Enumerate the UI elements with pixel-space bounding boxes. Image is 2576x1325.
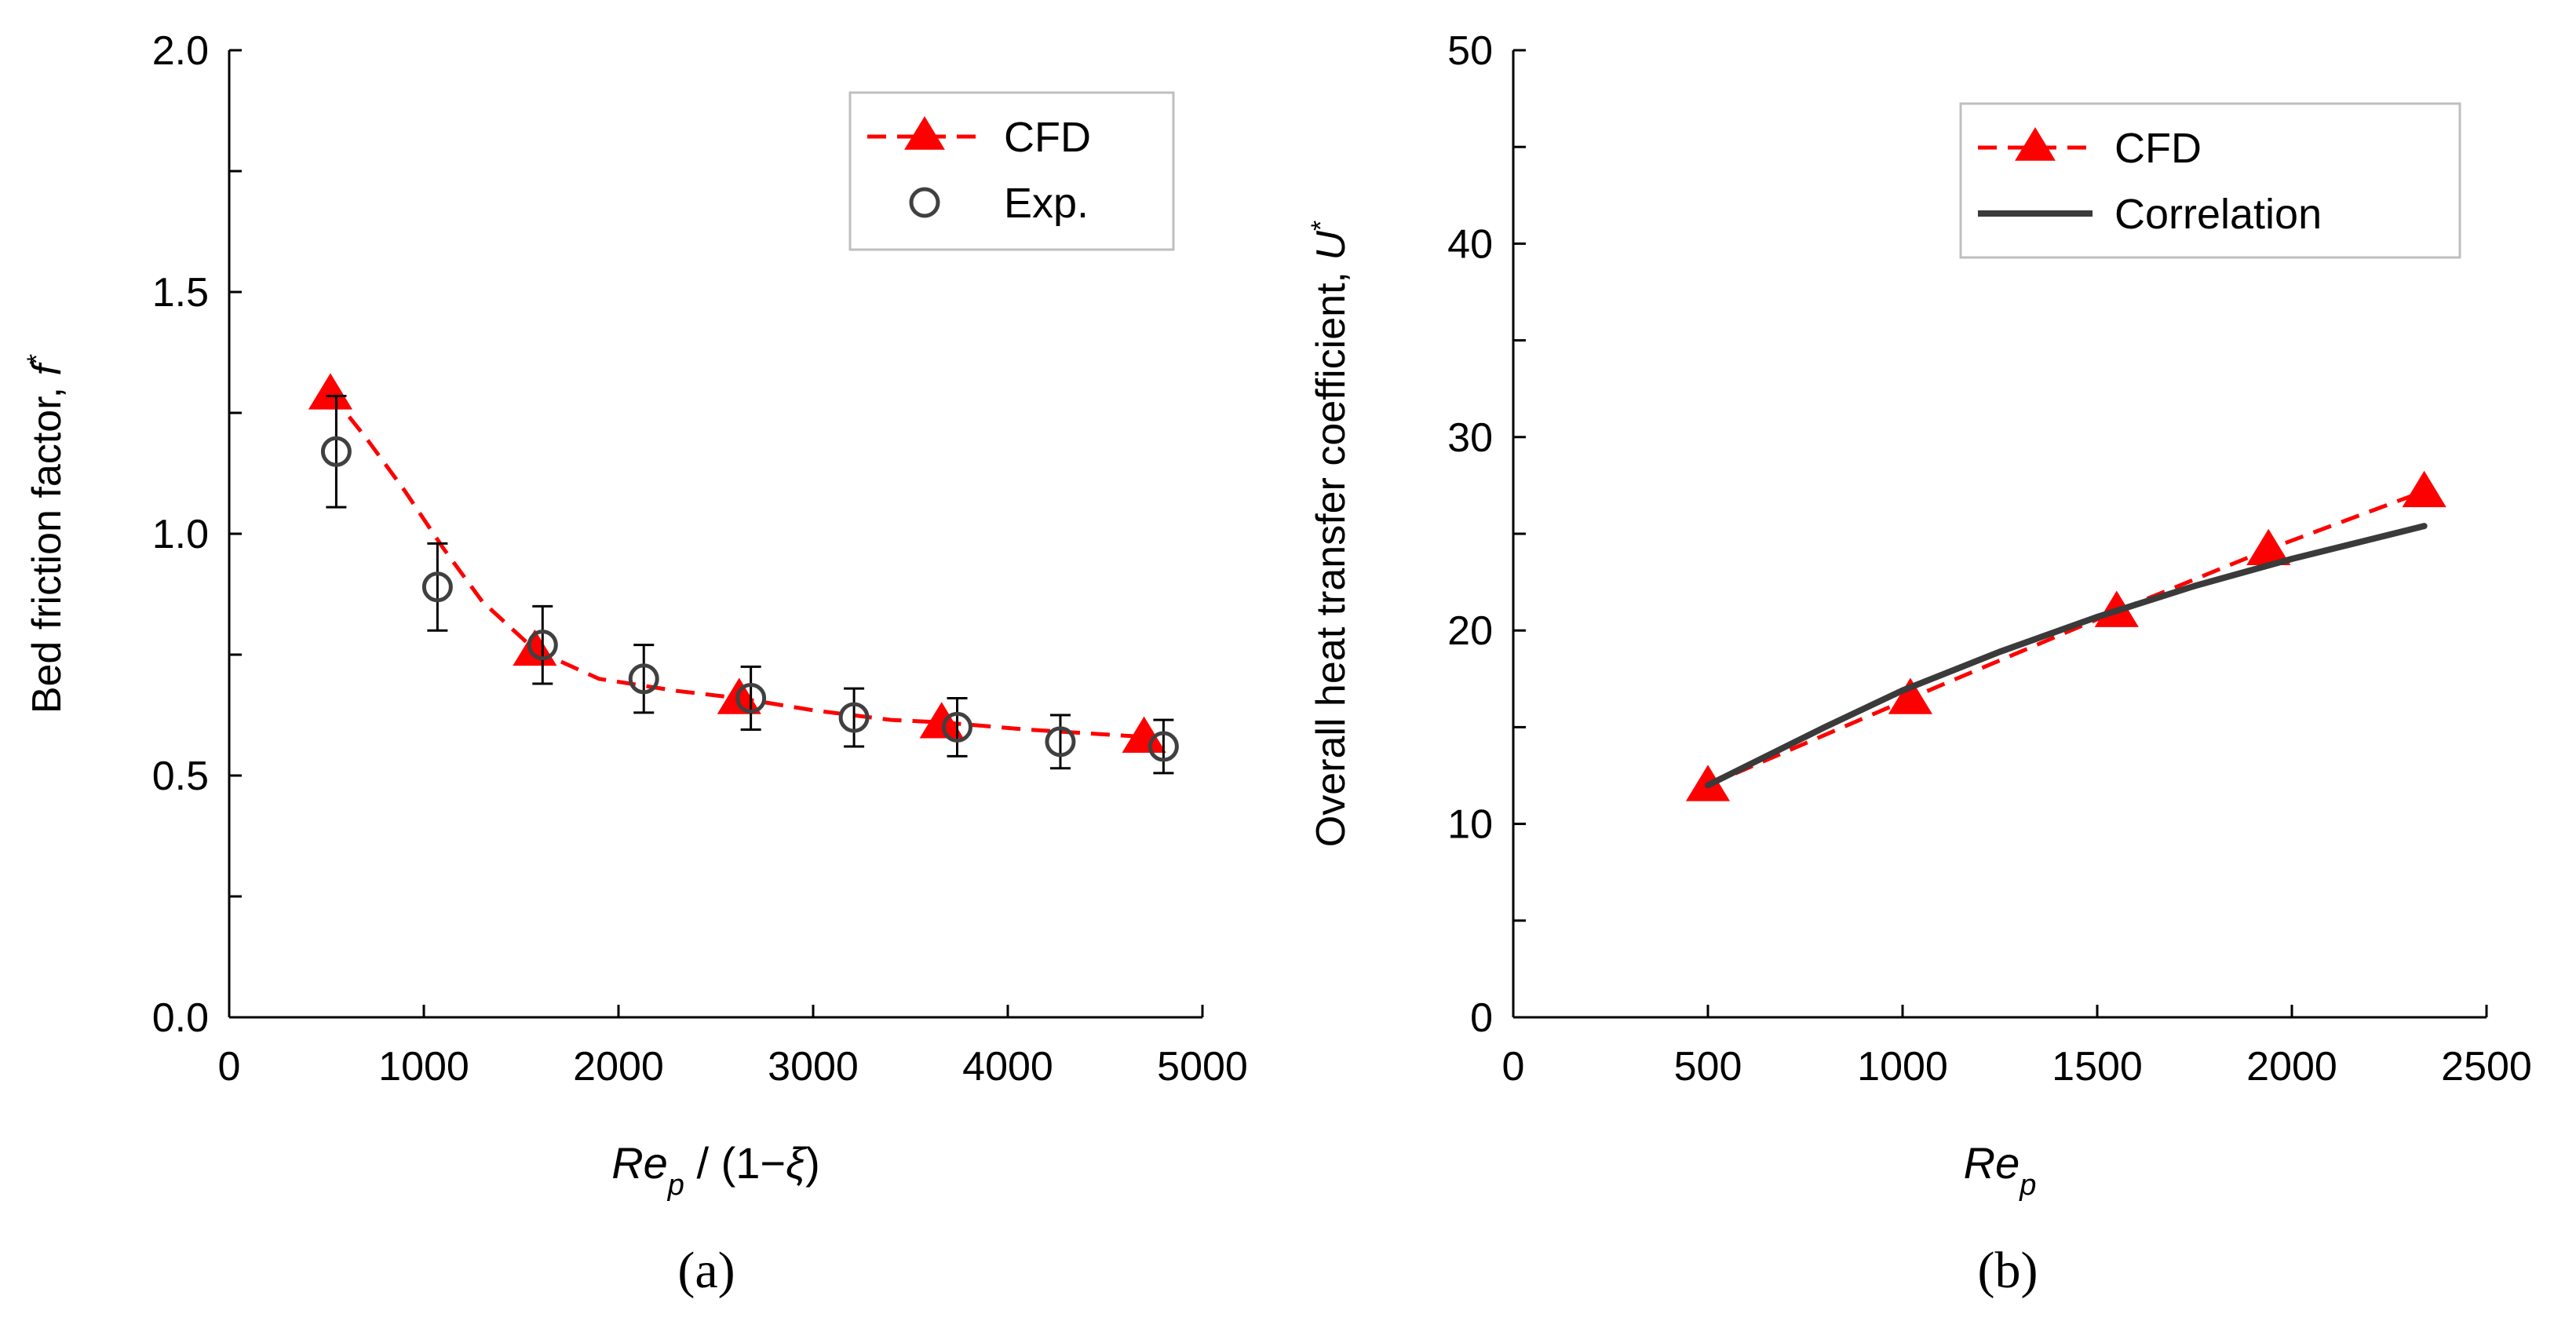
x-tick-label: 4000: [962, 1044, 1053, 1090]
cfd-triangle-marker: [919, 702, 964, 739]
cfd-triangle-marker: [308, 373, 353, 410]
cfd-dashed-line: [329, 392, 1144, 739]
y-tick-label: 10: [1447, 802, 1493, 848]
y-tick-label: 0.5: [152, 754, 209, 799]
x-axis-title: Rep: [1964, 1138, 2037, 1202]
legend-cfd-marker: [2015, 127, 2056, 161]
chart-panel-a: 0.0 0.5 1.0 1.5 2.0 0 1000 2000 3000 4000 5000 Bed …: [22, 28, 1248, 1299]
y-tick-label: 50: [1447, 28, 1493, 74]
correlation-line: [1705, 523, 2428, 789]
y-tick-label: 2.0: [152, 28, 209, 74]
y-tick-label: 30: [1447, 415, 1493, 461]
y-tick-label: 1.0: [152, 512, 209, 557]
y-axis-title: Bed friction factor, f*: [22, 354, 70, 714]
x-axis-greek: ξ: [786, 1138, 808, 1188]
x-tick-label: 2000: [2246, 1044, 2337, 1090]
exp-circle-marker: [838, 702, 870, 733]
exp-circle-marker: [320, 436, 352, 467]
legend-label: Exp.: [1004, 180, 1089, 227]
y-tick-label: 40: [1447, 221, 1493, 267]
legend-label: CFD: [1004, 114, 1091, 161]
x-tick-label: 1000: [378, 1044, 469, 1090]
legend-box: [848, 91, 1175, 251]
x-tick-label: 5000: [1157, 1044, 1248, 1090]
legend-label: Correlation: [2114, 191, 2322, 238]
x-tick-label: 1500: [2052, 1044, 2143, 1090]
exp-circle-marker: [527, 630, 558, 661]
x-axis-title-close: ): [805, 1138, 820, 1188]
legend-exp-marker: [909, 187, 940, 218]
exp-circle-marker: [421, 571, 453, 603]
y-axis-title-text: Bed friction factor,: [24, 376, 70, 714]
x-tick-label: 1000: [1857, 1044, 1948, 1090]
y-tick-label: 0.0: [152, 995, 209, 1041]
exp-circle-marker: [1148, 731, 1179, 762]
legend-cfd-marker: [904, 116, 945, 150]
panel-label: (b): [1978, 1242, 2038, 1299]
cfd-triangle-marker: [2246, 528, 2291, 565]
cfd-triangle-marker: [1888, 677, 1932, 714]
y-axis-superscript: *: [1306, 221, 1336, 231]
cfd-triangle-marker: [2402, 470, 2446, 508]
y-axis-variable: f: [24, 361, 70, 376]
legend-label: CFD: [2114, 125, 2202, 172]
x-tick-label: 0: [1502, 1044, 1525, 1090]
x-tick-label: 3000: [768, 1044, 859, 1090]
x-axis-variable: Re: [1964, 1138, 2020, 1188]
x-tick-label: 500: [1674, 1044, 1742, 1090]
exp-circle-marker: [1045, 726, 1076, 757]
y-axis-title-text: Overall heat transfer coefficient,: [1308, 261, 1354, 848]
y-axis-superscript: *: [22, 354, 52, 364]
x-axis-variable: Re: [611, 1138, 668, 1188]
cfd-dashed-line: [1707, 489, 2425, 787]
exp-circle-marker: [942, 711, 973, 743]
y-tick-label: 1.5: [152, 270, 209, 316]
exp-circle-marker: [628, 663, 659, 695]
y-axis-title: Overall heat transfer coefficient, U*: [1306, 221, 1354, 847]
y-tick-label: 0: [1470, 995, 1493, 1041]
x-tick-label: 2500: [2441, 1044, 2532, 1090]
x-axis-title-text: / (1−: [684, 1138, 786, 1188]
x-axis-title: Rep / (1−ξ): [611, 1138, 820, 1202]
panel-label: (a): [677, 1242, 735, 1299]
cfd-triangle-marker: [1122, 716, 1166, 753]
x-tick-label: 0: [218, 1044, 241, 1090]
x-axis-subscript: p: [2019, 1169, 2036, 1202]
x-tick-label: 2000: [573, 1044, 664, 1090]
y-axis-variable: U: [1308, 231, 1354, 261]
legend-box: [1959, 102, 2461, 259]
x-axis-subscript: p: [667, 1169, 684, 1202]
y-tick-label: 20: [1447, 608, 1493, 654]
exp-circle-marker: [735, 682, 767, 714]
